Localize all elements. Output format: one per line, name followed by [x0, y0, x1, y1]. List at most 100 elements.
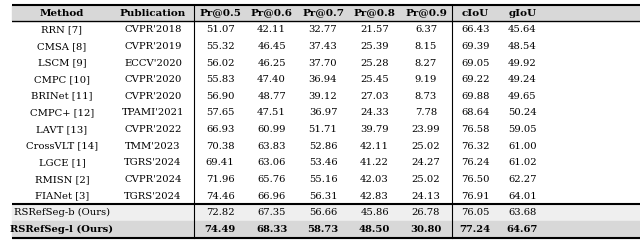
Text: cIoU: cIoU	[461, 9, 489, 18]
Text: 57.65: 57.65	[206, 108, 234, 117]
Text: 39.79: 39.79	[360, 125, 389, 134]
Text: 64.01: 64.01	[508, 192, 537, 201]
Text: CMPC+ [12]: CMPC+ [12]	[30, 108, 94, 117]
Text: 56.31: 56.31	[308, 192, 337, 201]
Text: 42.11: 42.11	[360, 142, 389, 151]
Text: 53.46: 53.46	[308, 158, 337, 167]
Text: 69.22: 69.22	[461, 75, 490, 84]
Text: 45.64: 45.64	[508, 25, 537, 34]
Text: 49.65: 49.65	[508, 92, 536, 101]
Text: 71.96: 71.96	[206, 175, 234, 184]
Text: BRINet [11]: BRINet [11]	[31, 92, 93, 101]
Text: RMISN [2]: RMISN [2]	[35, 175, 89, 184]
Text: 63.06: 63.06	[257, 158, 286, 167]
Text: FIANet [3]: FIANet [3]	[35, 192, 89, 201]
Text: 49.24: 49.24	[508, 75, 537, 84]
Text: 21.57: 21.57	[360, 25, 389, 34]
Text: 47.51: 47.51	[257, 108, 286, 117]
Text: 9.19: 9.19	[415, 75, 437, 84]
Text: 76.58: 76.58	[461, 125, 490, 134]
Text: 39.12: 39.12	[308, 92, 337, 101]
Text: CrossVLT [14]: CrossVLT [14]	[26, 142, 98, 151]
Bar	[12, 221, 640, 238]
Text: CVPR'2020: CVPR'2020	[124, 92, 182, 101]
Text: LGCE [1]: LGCE [1]	[38, 158, 85, 167]
Text: 58.73: 58.73	[307, 225, 339, 234]
Text: 69.05: 69.05	[461, 59, 490, 67]
Bar	[12, 188, 640, 204]
Text: 77.24: 77.24	[460, 225, 491, 234]
Text: 63.68: 63.68	[508, 208, 536, 217]
Text: 7.78: 7.78	[415, 108, 437, 117]
Text: 56.02: 56.02	[206, 59, 234, 67]
Text: 55.32: 55.32	[206, 42, 234, 51]
Text: 47.40: 47.40	[257, 75, 286, 84]
Text: 24.27: 24.27	[412, 158, 440, 167]
Bar	[12, 204, 640, 221]
Text: 67.35: 67.35	[257, 208, 286, 217]
Bar	[12, 138, 640, 155]
Text: LAVT [13]: LAVT [13]	[36, 125, 88, 134]
Text: 69.39: 69.39	[461, 42, 490, 51]
Text: 48.50: 48.50	[359, 225, 390, 234]
Text: Pr@0.6: Pr@0.6	[251, 9, 292, 18]
Text: CVPR'2018: CVPR'2018	[124, 25, 182, 34]
Text: 30.80: 30.80	[410, 225, 442, 234]
Text: 69.88: 69.88	[461, 92, 490, 101]
Text: 56.66: 56.66	[309, 208, 337, 217]
Text: 24.33: 24.33	[360, 108, 389, 117]
Text: 66.96: 66.96	[257, 192, 285, 201]
Text: CVPR'2022: CVPR'2022	[124, 125, 182, 134]
Text: 36.94: 36.94	[308, 75, 337, 84]
Text: 61.02: 61.02	[508, 158, 536, 167]
Text: 56.90: 56.90	[206, 92, 234, 101]
Text: 41.22: 41.22	[360, 158, 389, 167]
Text: CVPR'2019: CVPR'2019	[124, 42, 182, 51]
Text: Pr@0.8: Pr@0.8	[353, 9, 396, 18]
Text: 42.03: 42.03	[360, 175, 389, 184]
Bar	[12, 155, 640, 171]
Text: 25.02: 25.02	[412, 142, 440, 151]
Text: TGRS'2024: TGRS'2024	[124, 158, 182, 167]
Text: 63.83: 63.83	[257, 142, 286, 151]
Text: 25.45: 25.45	[360, 75, 389, 84]
Text: 26.78: 26.78	[412, 208, 440, 217]
Text: RSRefSeg-b (Ours): RSRefSeg-b (Ours)	[14, 208, 110, 217]
Text: 76.24: 76.24	[461, 158, 490, 167]
Text: CMPC [10]: CMPC [10]	[34, 75, 90, 84]
Text: 62.27: 62.27	[508, 175, 536, 184]
Text: 59.05: 59.05	[508, 125, 536, 134]
Text: 45.86: 45.86	[360, 208, 389, 217]
Bar	[12, 121, 640, 138]
Text: 74.46: 74.46	[205, 192, 234, 201]
Bar	[12, 171, 640, 188]
Text: gIoU: gIoU	[508, 9, 536, 18]
Text: 76.32: 76.32	[461, 142, 490, 151]
Text: RRN [7]: RRN [7]	[42, 25, 83, 34]
Text: 74.49: 74.49	[205, 225, 236, 234]
Text: TGRS'2024: TGRS'2024	[124, 192, 182, 201]
Text: Pr@0.9: Pr@0.9	[405, 9, 447, 18]
Text: CVPR'2024: CVPR'2024	[124, 175, 182, 184]
Text: LSCM [9]: LSCM [9]	[38, 59, 86, 67]
Text: 76.05: 76.05	[461, 208, 490, 217]
Bar	[12, 5, 640, 21]
Text: ECCV'2020: ECCV'2020	[124, 59, 182, 67]
Text: 69.41: 69.41	[205, 158, 234, 167]
Text: 6.37: 6.37	[415, 25, 437, 34]
Text: Method: Method	[40, 9, 84, 18]
Text: 46.45: 46.45	[257, 42, 286, 51]
Text: 70.38: 70.38	[206, 142, 234, 151]
Text: 64.67: 64.67	[507, 225, 538, 234]
Text: 42.83: 42.83	[360, 192, 389, 201]
Text: 23.99: 23.99	[412, 125, 440, 134]
Text: 60.99: 60.99	[257, 125, 286, 134]
Text: 61.00: 61.00	[508, 142, 536, 151]
Text: 27.03: 27.03	[360, 92, 389, 101]
Text: 72.82: 72.82	[206, 208, 234, 217]
Text: 68.33: 68.33	[256, 225, 287, 234]
Text: Pr@0.5: Pr@0.5	[199, 9, 241, 18]
Text: CVPR'2020: CVPR'2020	[124, 75, 182, 84]
Text: 66.43: 66.43	[461, 25, 490, 34]
Text: 32.77: 32.77	[308, 25, 337, 34]
